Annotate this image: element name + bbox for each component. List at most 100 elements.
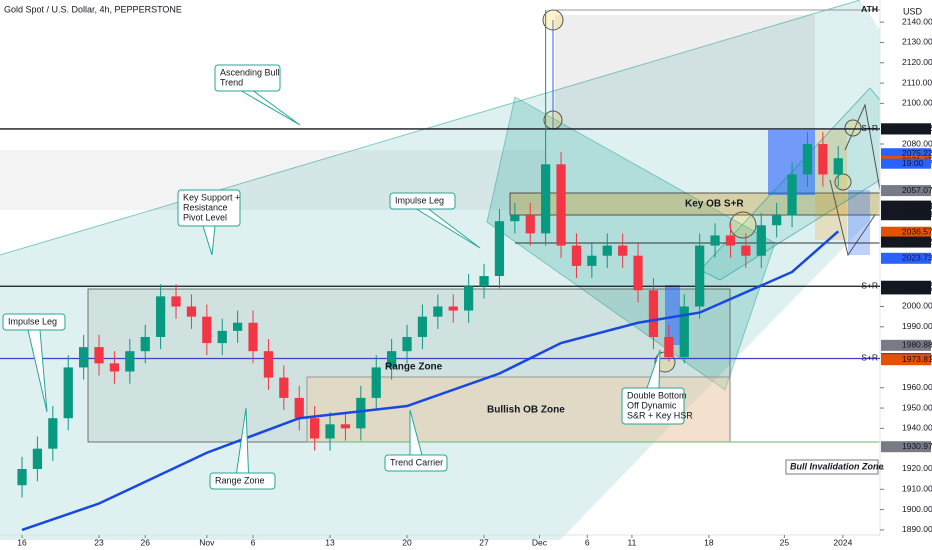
projection-box <box>848 190 870 255</box>
price-tag-label: 2045.18 <box>902 209 932 219</box>
callout-text: Trend Carrier <box>390 457 443 467</box>
currency: USD <box>903 6 923 16</box>
callout-pointer <box>409 409 423 456</box>
zone-label: Range Zone <box>385 362 443 373</box>
time-tag-label: 19:00 <box>902 158 924 168</box>
price-tag <box>881 148 931 160</box>
candle-body <box>202 316 212 344</box>
candle-body <box>417 316 428 337</box>
price-tag-label: 2036.57 <box>902 226 932 236</box>
price-tag <box>881 339 931 351</box>
ath-label: ATH <box>861 4 878 14</box>
price-tag-label: 2031.72 <box>902 236 932 246</box>
candle-body <box>217 330 227 344</box>
callout-text: Pivot Level <box>183 212 227 222</box>
price-tag-label: 1930.97 <box>902 441 932 451</box>
callout-box <box>384 454 448 472</box>
candle-body <box>294 397 304 419</box>
candle-body <box>402 336 412 352</box>
x-tick-label: 13 <box>325 537 335 547</box>
price-tag <box>881 226 931 238</box>
candle-body <box>679 306 689 358</box>
candle-body <box>787 174 797 216</box>
price-tag-label: 2008.65 <box>902 283 932 293</box>
y-tick-label: 2100.00 <box>902 98 932 108</box>
zone-label: Key OB S+R <box>685 199 744 210</box>
price-tag <box>881 252 931 264</box>
candle-body <box>186 306 197 317</box>
candle-body <box>648 290 659 337</box>
y-tick-label: 2000.00 <box>902 301 932 311</box>
y-tick-label: 2130.00 <box>902 37 932 47</box>
price-tag <box>881 209 931 221</box>
price-tag-label: 2075.22 <box>902 148 932 158</box>
callout-text: Off Dynamic <box>627 400 677 410</box>
price-tag <box>881 283 931 295</box>
candle-body <box>140 336 150 352</box>
callout-pointer <box>241 90 301 126</box>
candle-body <box>109 363 120 372</box>
candle-body <box>664 336 674 358</box>
callout-box <box>389 192 456 210</box>
candle-body <box>725 235 736 246</box>
candle-body <box>340 424 351 429</box>
candle-body <box>510 215 520 222</box>
candle-body <box>833 158 843 175</box>
candle-body <box>802 144 813 175</box>
highlight-circle <box>729 211 757 239</box>
price-tag <box>881 201 931 213</box>
candle-body <box>279 377 289 398</box>
price-tag-label: 2087.41 <box>902 123 932 133</box>
y-tick-label: 2080.00 <box>902 138 932 148</box>
price-tag-label: 2023.73 <box>902 253 932 263</box>
invalidation-box <box>785 459 879 475</box>
x-tick-label: 6 <box>251 537 256 547</box>
candle-body <box>556 164 566 246</box>
callout-text: Double Bottom <box>627 390 687 400</box>
y-tick-label: 2140.00 <box>902 16 932 26</box>
callout-box <box>209 472 276 490</box>
x-tick-label: 23 <box>94 537 104 547</box>
highlight-circle <box>543 110 563 130</box>
level-label: S+R <box>861 280 878 290</box>
level-label: S+R <box>861 123 878 133</box>
candle-body <box>433 306 443 317</box>
callout-box <box>2 313 66 331</box>
candle-body <box>525 215 535 234</box>
highlight-circle <box>542 9 564 31</box>
candle-body <box>17 468 27 486</box>
callout-pointer <box>27 329 48 413</box>
gray-band <box>0 150 545 210</box>
time-tag <box>881 158 931 169</box>
callout-pointer <box>202 225 216 256</box>
callout-box <box>177 189 241 227</box>
channel-edge <box>0 0 861 256</box>
candle-body <box>541 164 551 234</box>
candle-body <box>156 296 166 337</box>
candle-body <box>356 397 366 429</box>
candle-body <box>48 418 58 449</box>
candle-body <box>171 296 181 307</box>
price-tag <box>881 123 931 135</box>
x-tick-label: 25 <box>780 537 790 547</box>
y-tick-label: 1940.00 <box>902 423 932 433</box>
path-arrow <box>844 103 881 191</box>
x-tick-label: Nov <box>199 537 215 547</box>
moving-average <box>21 230 840 532</box>
x-tick-label: 6 <box>585 537 590 547</box>
callout-text: Ascending Bull <box>220 67 280 77</box>
zone-label: Bullish OB Zone <box>487 405 565 416</box>
x-tick-label: 20 <box>402 537 412 547</box>
callout-text: Impulse Leg <box>395 195 444 205</box>
candle-body <box>772 215 782 226</box>
callout-text: Impulse Leg <box>8 316 57 326</box>
x-tick-label: 26 <box>140 537 150 547</box>
x-tick-label: 27 <box>479 537 489 547</box>
y-tick-label: 1900.00 <box>902 504 932 514</box>
candle-body <box>587 255 597 266</box>
callout-text: S&R + Key HSR <box>627 410 693 420</box>
y-tick-label: 1890.00 <box>902 524 932 534</box>
price-tag <box>881 441 931 453</box>
candle-body <box>618 245 628 256</box>
